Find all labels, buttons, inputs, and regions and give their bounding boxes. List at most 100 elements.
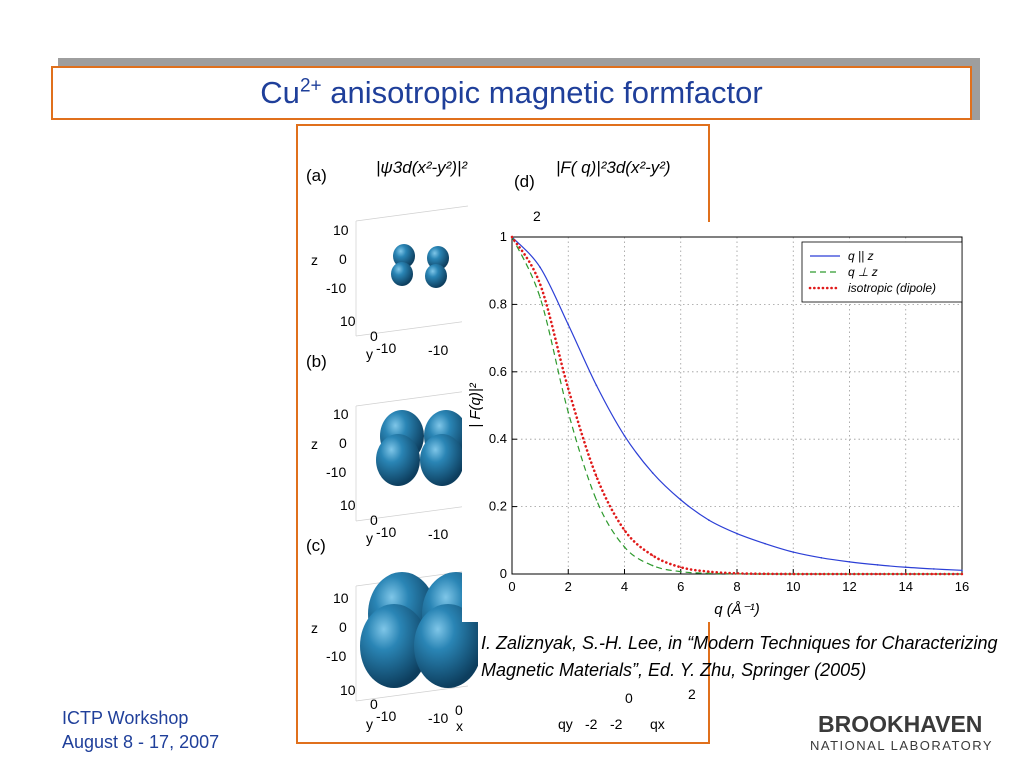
y-tick-label: 0.8 — [489, 296, 507, 311]
data-point — [651, 472, 654, 474]
y-tick-label: 0.4 — [489, 431, 507, 446]
svg-text:BROOKHAVEN: BROOKHAVEN — [818, 711, 982, 737]
orbital-b — [376, 410, 468, 486]
header-psi: |ψ3d(x²-y²)|² — [376, 158, 468, 177]
axis-y-a: y — [366, 346, 373, 362]
tick-y-c-bot: -10 — [376, 708, 397, 724]
data-point — [904, 566, 907, 569]
axis-z-b: z — [311, 436, 318, 452]
x-tick-label: 2 — [565, 579, 572, 594]
formfactor-chart: 0 2 4 6 8 10 12 14 16 0 0.2 0.4 0.6 0.8 1 q || z q ⊥ z is… — [462, 222, 982, 622]
tick-z-a-bot: -10 — [326, 280, 347, 296]
tick-z-b-mid: 0 — [339, 435, 347, 451]
legend-label-1: q ⊥ z — [848, 265, 878, 279]
y-tick-label: 1 — [500, 229, 507, 244]
data-point — [651, 554, 654, 557]
slide-title: Cu2+ anisotropic magnetic formfactor — [260, 75, 763, 110]
data-point — [595, 499, 598, 501]
tick-z-b-bot: -10 — [326, 464, 347, 480]
data-point — [651, 564, 654, 567]
data-point — [595, 475, 598, 478]
legend-label-2: isotropic (dipole) — [848, 281, 936, 295]
data-point — [708, 570, 710, 573]
x-tick-label: 12 — [842, 579, 856, 594]
data-point — [567, 411, 570, 414]
tick-x-b: -10 — [428, 526, 449, 542]
footer-event: ICTP Workshop — [62, 708, 189, 728]
axis-y-b: y — [366, 530, 373, 546]
data-point — [933, 573, 935, 575]
qy-tick-neg: -2 — [585, 716, 598, 732]
data-point — [539, 283, 541, 285]
data-point — [820, 573, 823, 575]
header-formfactor: |F( q)|²3d(x²-y²) — [556, 158, 671, 177]
orbital-panels — [355, 205, 478, 702]
panel-label-c: (c) — [306, 536, 326, 555]
tick-z-a-mid: 0 — [339, 251, 347, 267]
x-tick-label: 4 — [621, 579, 628, 594]
data-point — [792, 573, 795, 575]
tick-z-c-mid: 0 — [339, 619, 347, 635]
axis-z-c: z — [311, 620, 318, 636]
data-point — [511, 236, 513, 238]
svg-text:NATIONAL LABORATORY: NATIONAL LABORATORY — [810, 738, 993, 753]
footer: ICTP Workshop August 8 - 17, 2007 — [62, 706, 219, 754]
data-point — [708, 572, 710, 575]
tick-y-a-mid: 0 — [370, 328, 378, 344]
tick-x-a: -10 — [428, 342, 449, 358]
data-point — [961, 569, 963, 572]
x-tick-label: 0 — [508, 579, 515, 594]
tick-y-b-mid: 0 — [370, 512, 378, 528]
data-point — [539, 266, 541, 269]
data-point — [848, 561, 851, 563]
data-point — [764, 542, 766, 545]
panel-label-d: (d) — [514, 172, 535, 191]
tick-x-c: -10 — [428, 710, 449, 726]
data-point — [820, 557, 823, 559]
y-tick-label: 0 — [500, 566, 507, 581]
tick-y-b-bot: -10 — [376, 524, 397, 540]
x-tick-label: 6 — [677, 579, 684, 594]
tick-y-c-mid: 0 — [370, 696, 378, 712]
series-line-2 — [510, 235, 964, 576]
data-point — [764, 572, 766, 575]
x-tick-label: 8 — [733, 579, 740, 594]
axis-x-c: x — [456, 718, 463, 734]
orbital-a — [391, 244, 449, 288]
citation: I. Zaliznyak, S.-H. Lee, in “Modern Tech… — [481, 633, 998, 680]
tick-y-c-top: 10 — [340, 682, 356, 698]
data-point — [567, 323, 570, 326]
tick-x-c-0: 0 — [455, 702, 463, 718]
tick-y-b-top: 10 — [340, 497, 356, 513]
y-tick-label: 0.2 — [489, 499, 507, 514]
y-axis-label: | F(q)|² — [467, 382, 484, 427]
tick-z-b-top: 10 — [333, 406, 349, 422]
data-point — [679, 566, 682, 569]
qx-tick-pos: 2 — [688, 686, 696, 702]
tick-y-a-top: 10 — [340, 313, 356, 329]
data-point — [961, 573, 963, 575]
legend-box — [801, 241, 963, 303]
tick-z-a-top: 10 — [333, 222, 349, 238]
data-point — [679, 499, 682, 501]
qx-label: qx — [650, 716, 665, 732]
footer-date: August 8 - 17, 2007 — [62, 732, 220, 752]
x-tick-label: 10 — [786, 579, 800, 594]
data-point — [595, 384, 598, 387]
brookhaven-logo: BROOKHAVEN NATIONAL LABORATORY — [808, 710, 1013, 771]
data-point — [679, 570, 682, 573]
qy-label: qy — [558, 716, 573, 732]
data-point — [539, 296, 541, 299]
x-tick-label: 16 — [955, 579, 969, 594]
data-point — [623, 435, 626, 437]
data-point — [567, 387, 570, 390]
data-point — [792, 551, 795, 553]
qx-tick-neg: -2 — [610, 716, 623, 732]
data-point — [708, 519, 710, 521]
data-point — [876, 564, 879, 566]
orbital-c — [360, 572, 478, 688]
x-axis-label: q (Å⁻¹) — [714, 601, 759, 618]
data-point — [623, 529, 626, 531]
qx-tick-zero: 0 — [625, 690, 633, 706]
data-point — [904, 573, 907, 575]
